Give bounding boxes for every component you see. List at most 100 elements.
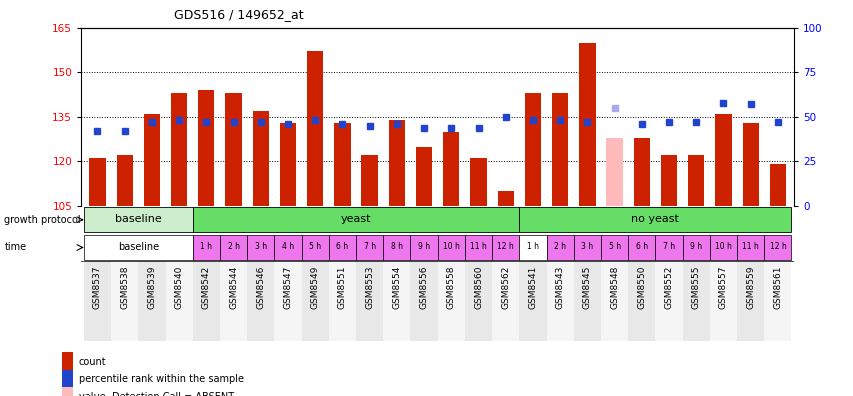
Text: GSM8555: GSM8555 xyxy=(691,265,700,309)
Bar xyxy=(280,123,296,206)
Text: percentile rank within the sample: percentile rank within the sample xyxy=(78,374,243,385)
Text: GSM8544: GSM8544 xyxy=(229,265,238,308)
Text: 10 h: 10 h xyxy=(714,242,731,251)
Bar xyxy=(573,261,601,341)
Text: 1 h: 1 h xyxy=(526,242,538,251)
Bar xyxy=(328,235,356,260)
Text: 7 h: 7 h xyxy=(662,242,674,251)
Bar xyxy=(654,261,682,341)
Text: 11 h: 11 h xyxy=(469,242,486,251)
Text: 2 h: 2 h xyxy=(227,242,239,251)
Text: value, Detection Call = ABSENT: value, Detection Call = ABSENT xyxy=(78,392,234,396)
Bar xyxy=(736,235,763,260)
Bar xyxy=(252,111,269,206)
Bar xyxy=(361,155,377,206)
Bar xyxy=(709,261,736,341)
Text: GSM8539: GSM8539 xyxy=(148,265,156,309)
Bar xyxy=(491,235,519,260)
Text: 5 h: 5 h xyxy=(608,242,620,251)
Bar xyxy=(709,235,736,260)
Bar xyxy=(633,137,649,206)
Bar xyxy=(519,207,791,232)
Text: GSM8545: GSM8545 xyxy=(583,265,591,309)
Text: 10 h: 10 h xyxy=(443,242,459,251)
Bar xyxy=(84,261,111,341)
Text: GSM8547: GSM8547 xyxy=(283,265,292,309)
Bar xyxy=(171,93,187,206)
Bar xyxy=(193,207,519,232)
Text: GSM8541: GSM8541 xyxy=(528,265,537,309)
Text: time: time xyxy=(4,242,26,253)
Text: 9 h: 9 h xyxy=(417,242,430,251)
Bar xyxy=(334,123,351,206)
Text: GSM8554: GSM8554 xyxy=(392,265,401,309)
Bar xyxy=(62,387,73,396)
Bar xyxy=(247,261,274,341)
Text: GSM8553: GSM8553 xyxy=(365,265,374,309)
Text: 3 h: 3 h xyxy=(581,242,593,251)
Text: GSM8552: GSM8552 xyxy=(664,265,673,309)
Text: 6 h: 6 h xyxy=(336,242,348,251)
Text: 1 h: 1 h xyxy=(200,242,212,251)
Bar xyxy=(220,235,247,260)
Bar xyxy=(84,207,193,232)
Text: GSM8548: GSM8548 xyxy=(609,265,618,309)
Bar xyxy=(578,42,595,206)
Bar xyxy=(138,261,165,341)
Bar xyxy=(198,90,214,206)
Bar xyxy=(143,114,160,206)
Text: GSM8559: GSM8559 xyxy=(746,265,754,309)
Bar xyxy=(247,235,274,260)
Text: GSM8549: GSM8549 xyxy=(310,265,319,309)
Text: GSM8561: GSM8561 xyxy=(773,265,781,309)
Bar xyxy=(90,158,106,206)
Bar xyxy=(654,235,682,260)
Text: GDS516 / 149652_at: GDS516 / 149652_at xyxy=(174,8,303,21)
Text: 12 h: 12 h xyxy=(769,242,786,251)
Bar xyxy=(165,261,193,341)
Text: GSM8540: GSM8540 xyxy=(174,265,183,309)
Bar xyxy=(628,235,654,260)
Text: GSM8558: GSM8558 xyxy=(446,265,456,309)
Bar xyxy=(356,235,383,260)
Bar xyxy=(464,235,491,260)
Bar xyxy=(464,261,491,341)
Bar xyxy=(497,191,514,206)
Text: 11 h: 11 h xyxy=(741,242,758,251)
Bar xyxy=(193,261,220,341)
Bar xyxy=(606,137,622,206)
Bar xyxy=(741,123,758,206)
Bar xyxy=(307,51,323,206)
Bar xyxy=(546,235,573,260)
Bar xyxy=(551,93,567,206)
Bar xyxy=(763,235,791,260)
Bar xyxy=(437,261,464,341)
Bar xyxy=(62,370,73,389)
Text: growth protocol: growth protocol xyxy=(4,215,81,225)
Bar xyxy=(274,261,301,341)
Bar xyxy=(383,261,410,341)
Text: GSM8542: GSM8542 xyxy=(201,265,211,308)
Bar xyxy=(116,155,133,206)
Text: GSM8557: GSM8557 xyxy=(718,265,727,309)
Text: 4 h: 4 h xyxy=(281,242,293,251)
Bar xyxy=(62,352,73,371)
Text: GSM8537: GSM8537 xyxy=(93,265,102,309)
Text: 7 h: 7 h xyxy=(363,242,375,251)
Bar xyxy=(763,261,791,341)
Bar xyxy=(220,261,247,341)
Bar xyxy=(736,261,763,341)
Text: GSM8560: GSM8560 xyxy=(473,265,483,309)
Text: GSM8562: GSM8562 xyxy=(501,265,509,309)
Bar xyxy=(715,114,731,206)
Text: 3 h: 3 h xyxy=(254,242,266,251)
Bar xyxy=(274,235,301,260)
Text: yeast: yeast xyxy=(340,214,371,224)
Bar xyxy=(410,261,437,341)
Text: count: count xyxy=(78,357,106,367)
Text: 6 h: 6 h xyxy=(635,242,647,251)
Bar xyxy=(524,93,541,206)
Bar xyxy=(328,261,356,341)
Bar xyxy=(356,261,383,341)
Text: GSM8556: GSM8556 xyxy=(419,265,428,309)
